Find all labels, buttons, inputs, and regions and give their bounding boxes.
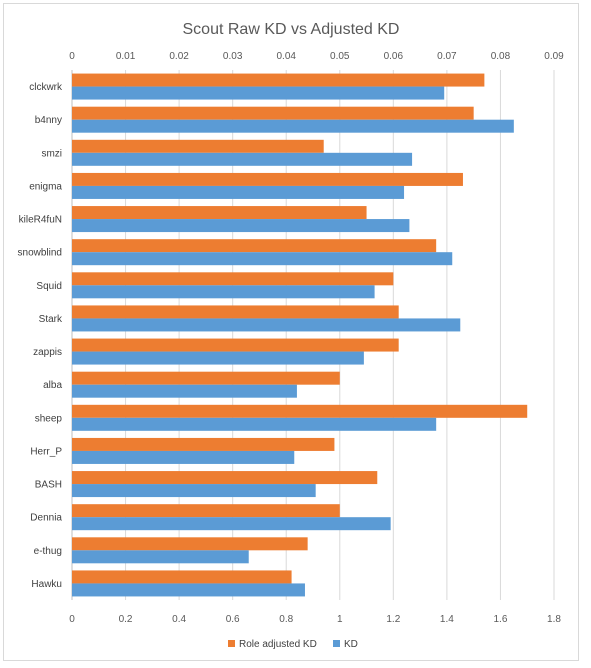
top-tick-label: 0.01 [116, 51, 136, 62]
bottom-tick-label: 0.8 [279, 614, 293, 625]
bar-kd [72, 185, 405, 199]
bar-kd [72, 285, 375, 299]
top-tick-label: 0.09 [544, 51, 564, 62]
bar-role-adjusted-kd [72, 272, 394, 286]
bar-kd [72, 417, 437, 431]
category-label: enigma [29, 181, 62, 192]
top-tick-label: 0.04 [276, 51, 296, 62]
category-label: clckwrk [29, 82, 63, 93]
bottom-tick-label: 1.4 [440, 614, 454, 625]
category-label: smzi [41, 148, 62, 159]
bottom-tick-label: 0.4 [172, 614, 186, 625]
legend-label-role-adjusted-kd: Role adjusted KD [239, 639, 317, 650]
bar-kd [72, 550, 249, 564]
category-label: Hawku [31, 579, 62, 590]
bar-kd [72, 318, 461, 332]
legend: Role adjusted KD KD [228, 639, 358, 650]
bottom-tick-label: 0.6 [226, 614, 240, 625]
category-label: Squid [36, 281, 62, 292]
bottom-tick-label: 1.6 [493, 614, 507, 625]
top-tick-label: 0.03 [223, 51, 243, 62]
bottom-tick-label: 1.2 [386, 614, 400, 625]
top-tick-label: 0.05 [330, 51, 350, 62]
top-tick-label: 0.08 [491, 51, 511, 62]
bar-role-adjusted-kd [72, 239, 437, 253]
category-label: Dennia [30, 513, 62, 524]
bar-kd [72, 86, 445, 100]
category-label: alba [43, 380, 62, 391]
top-axis-ticks: 0 0.01 0.02 0.03 0.04 0.05 0.06 0.07 0.08 0.09 [69, 51, 564, 62]
bar-kd [72, 517, 391, 531]
top-tick-label: 0 [69, 51, 75, 62]
top-tick-label: 0.07 [437, 51, 457, 62]
category-label: Herr_P [30, 446, 62, 457]
chart-title: Scout Raw KD vs Adjusted KD [183, 21, 400, 38]
legend-swatch-kd [333, 640, 340, 647]
category-label: zappis [33, 347, 62, 358]
bar-role-adjusted-kd [72, 139, 324, 153]
bar-kd [72, 351, 364, 365]
bar-role-adjusted-kd [72, 437, 335, 451]
category-label: snowblind [18, 248, 62, 259]
category-labels: clckwrk b4nny smzi enigma kileR4fuN snowblind… [18, 82, 63, 590]
category-label: e-thug [34, 546, 62, 557]
bar-role-adjusted-kd [72, 404, 528, 418]
bar-role-adjusted-kd [72, 73, 485, 87]
category-label: b4nny [35, 115, 62, 126]
top-tick-label: 0.02 [169, 51, 189, 62]
bar-kd [72, 119, 514, 133]
bar-kd [72, 252, 453, 266]
bar-role-adjusted-kd [72, 338, 399, 352]
bar-role-adjusted-kd [72, 172, 463, 186]
bar-role-adjusted-kd [72, 371, 340, 385]
category-label: kileR4fuN [19, 215, 62, 226]
bar-kd [72, 384, 297, 398]
bar-role-adjusted-kd [72, 471, 378, 485]
bar-role-adjusted-kd [72, 206, 367, 220]
top-tick-label: 0.06 [384, 51, 404, 62]
bar-kd [72, 152, 413, 166]
bar-role-adjusted-kd [72, 106, 474, 120]
category-label: BASH [35, 480, 62, 491]
bar-kd [72, 450, 295, 464]
bottom-axis-ticks: 0 0.2 0.4 0.6 0.8 1 1.2 1.4 1.6 1.8 [69, 614, 561, 625]
bar-role-adjusted-kd [72, 570, 292, 584]
bar-kd [72, 583, 305, 597]
bottom-tick-label: 1.8 [547, 614, 561, 625]
bottom-tick-label: 0 [69, 614, 75, 625]
bars [72, 73, 528, 597]
legend-label-kd: KD [344, 639, 358, 650]
bottom-tick-label: 1 [337, 614, 343, 625]
legend-swatch-role-adjusted-kd [228, 640, 235, 647]
category-label: Stark [39, 314, 63, 325]
bar-kd [72, 484, 316, 498]
bar-role-adjusted-kd [72, 504, 340, 518]
bar-role-adjusted-kd [72, 537, 308, 551]
bottom-tick-label: 0.2 [119, 614, 133, 625]
bar-kd [72, 219, 410, 233]
bar-role-adjusted-kd [72, 305, 399, 319]
category-label: sheep [35, 413, 63, 424]
